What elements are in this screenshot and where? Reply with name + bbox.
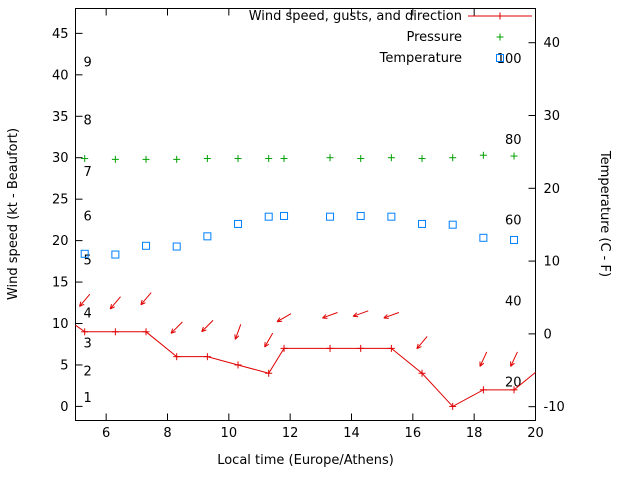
left-tick-label: 5	[60, 358, 68, 373]
left-tick-label: 30	[52, 151, 69, 166]
right-tick-label: 40	[544, 36, 561, 51]
beaufort-label: 3	[84, 336, 92, 351]
left-tick-label: 10	[52, 317, 69, 332]
temperature-point	[419, 220, 426, 227]
x-axis-ticks	[106, 9, 535, 421]
legend-label-wind: Wind speed, gusts, and direction	[249, 9, 462, 24]
x-tick-label: 12	[282, 426, 299, 441]
x-tick-label: 10	[221, 426, 238, 441]
x-tick-label: 20	[527, 426, 544, 441]
x-tick-label: 14	[343, 426, 360, 441]
right-tick-label: 30	[544, 109, 561, 124]
temperature-point	[281, 212, 288, 219]
beaufort-label: 1	[84, 391, 92, 406]
right-axis-title: Temperature (C - F)	[597, 150, 612, 277]
temperature-point	[327, 213, 334, 220]
left-axis-ticks	[76, 33, 83, 406]
left-tick-label: 35	[52, 110, 69, 125]
x-tick-label: 8	[163, 426, 171, 441]
beaufort-label: 4	[84, 307, 92, 322]
gust-arrows	[80, 293, 518, 367]
beaufort-label: 7	[84, 165, 92, 180]
right-tick-label: 0	[544, 327, 552, 342]
beaufort-label: 8	[84, 113, 92, 128]
temperature-point	[204, 233, 211, 240]
beaufort-label: 9	[84, 55, 92, 70]
temperature-point	[388, 213, 395, 220]
temperature-point	[480, 234, 487, 241]
x-tick-label: 18	[466, 426, 483, 441]
legend-label-pressure: Pressure	[406, 30, 462, 45]
beaufort-label: 5	[84, 254, 92, 269]
right-axis-tick-labels: -10 0 10 20 30 40	[544, 36, 565, 415]
fahrenheit-label: 80	[505, 133, 522, 148]
plot-border	[76, 9, 536, 421]
x-tick-label: 16	[405, 426, 422, 441]
x-tick-label: 6	[102, 426, 110, 441]
temperature-point	[511, 236, 518, 243]
temperature-point	[357, 212, 364, 219]
temperature-point	[173, 243, 180, 250]
fahrenheit-label: 20	[505, 375, 522, 390]
beaufort-scale-labels: 1 2 3 4 5 6 7 8 9	[84, 55, 92, 406]
left-tick-label: 20	[52, 234, 69, 249]
legend: Wind speed, gusts, and direction Pressure…	[249, 9, 532, 66]
fahrenheit-label: 60	[505, 214, 522, 229]
wind-series	[76, 325, 536, 410]
temperature-point	[143, 242, 150, 249]
wind-line	[76, 325, 536, 406]
right-tick-label: 10	[544, 255, 561, 270]
pressure-series	[81, 152, 517, 163]
x-axis-title: Local time (Europe/Athens)	[217, 453, 394, 468]
legend-label-temperature: Temperature	[379, 51, 462, 66]
right-axis-ticks	[529, 43, 536, 407]
left-axis-title: Wind speed (kt - Beaufort)	[6, 128, 21, 300]
x-axis-tick-labels: 6 8 10 12 14 16 18 20	[102, 426, 544, 441]
left-tick-label: 15	[52, 276, 69, 291]
temperature-point	[265, 213, 272, 220]
right-tick-label: 20	[544, 182, 561, 197]
right-tick-label: -10	[544, 400, 565, 415]
left-tick-label: 25	[52, 193, 69, 208]
temperature-series	[81, 212, 517, 258]
temperature-point	[112, 251, 119, 258]
temperature-point	[235, 220, 242, 227]
legend-sample-pressure	[497, 34, 504, 41]
left-tick-label: 45	[52, 27, 69, 42]
legend-sample-wind	[468, 13, 532, 20]
left-tick-label: 0	[60, 400, 68, 415]
left-axis-tick-labels: 0 5 10 15 20 25 30 35 40 45	[52, 27, 69, 415]
fahrenheit-label: 40	[505, 295, 522, 310]
beaufort-label: 6	[84, 210, 92, 225]
temperature-point	[449, 221, 456, 228]
beaufort-label: 2	[84, 365, 92, 380]
left-tick-label: 40	[52, 68, 69, 83]
